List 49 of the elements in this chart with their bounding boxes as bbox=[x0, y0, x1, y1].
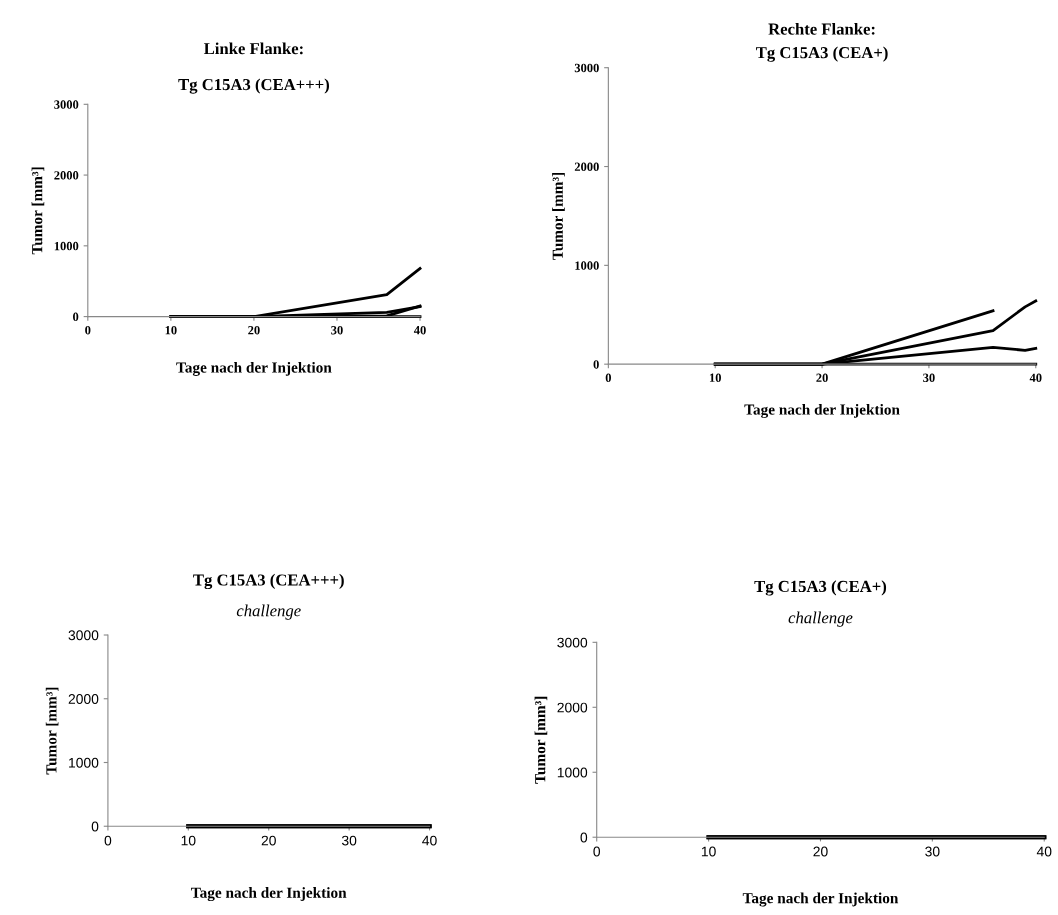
y-axis-title: Tumor [mm³] bbox=[31, 167, 45, 255]
y-tick-label: 1000 bbox=[557, 767, 588, 778]
chart-title: Tg C15A3 (CEA+) bbox=[754, 580, 887, 596]
y-tick-label: 1000 bbox=[575, 261, 599, 270]
x-tick-label: 20 bbox=[248, 325, 260, 335]
x-tick-label: 10 bbox=[701, 846, 716, 857]
x-tick-label: 10 bbox=[181, 835, 196, 846]
x-tick-label: 20 bbox=[261, 835, 276, 846]
x-tick-label: 30 bbox=[331, 325, 343, 335]
y-tick-label: 0 bbox=[73, 312, 79, 322]
chart-subtitle: Tg C15A3 (CEA+++) bbox=[178, 78, 329, 94]
y-tick-label: 0 bbox=[91, 821, 99, 832]
x-tick-label: 0 bbox=[104, 835, 112, 846]
x-tick-label: 10 bbox=[709, 373, 721, 382]
y-tick-label: 2000 bbox=[54, 171, 79, 180]
x-tick-label: 40 bbox=[1036, 846, 1052, 857]
x-tick-label: 40 bbox=[422, 835, 437, 846]
x-tick-label: 40 bbox=[1029, 373, 1042, 382]
chart-subtitle: challenge bbox=[236, 604, 301, 620]
y-axis-title: Tumor [mm³] bbox=[45, 687, 59, 775]
y-tick-label: 3000 bbox=[557, 637, 588, 648]
x-tick-label: 30 bbox=[341, 835, 357, 846]
x-tick-label: 30 bbox=[925, 846, 940, 857]
y-tick-label: 1000 bbox=[69, 757, 99, 768]
y-tick-label: 1000 bbox=[54, 241, 79, 251]
chart-title: Tg C15A3 (CEA+++) bbox=[193, 573, 344, 590]
chart-subtitle: challenge bbox=[788, 611, 853, 627]
y-tick-label: 3000 bbox=[54, 100, 79, 109]
x-axis-title: Tage nach der Injektion bbox=[176, 361, 332, 376]
x-tick-label: 20 bbox=[816, 373, 828, 382]
chart-subtitle: Tg C15A3 (CEA+) bbox=[756, 46, 888, 62]
x-axis-title: Tage nach der Injektion bbox=[744, 403, 900, 418]
y-tick-label: 2000 bbox=[68, 694, 99, 704]
y-tick-label: 3000 bbox=[68, 630, 99, 641]
y-axis-title: Tumor [mm³] bbox=[552, 172, 565, 260]
x-tick-label: 10 bbox=[165, 325, 177, 335]
x-tick-label: 40 bbox=[413, 325, 426, 335]
x-tick-label: 30 bbox=[923, 373, 935, 382]
y-tick-label: 2000 bbox=[574, 162, 599, 171]
y-tick-label: 0 bbox=[593, 360, 599, 369]
x-axis-title: Tage nach der Injektion bbox=[742, 892, 899, 907]
x-tick-label: 20 bbox=[813, 846, 828, 857]
y-axis-title: Tumor [mm³] bbox=[534, 696, 548, 784]
y-tick-label: 3000 bbox=[574, 63, 599, 73]
chart-title: Rechte Flanke: bbox=[768, 22, 875, 35]
x-axis-title: Tage nach der Injektion bbox=[191, 887, 347, 902]
x-tick-label: 0 bbox=[605, 373, 611, 382]
chart-title: Linke Flanke: bbox=[203, 42, 303, 55]
y-tick-label: 2000 bbox=[557, 702, 588, 713]
